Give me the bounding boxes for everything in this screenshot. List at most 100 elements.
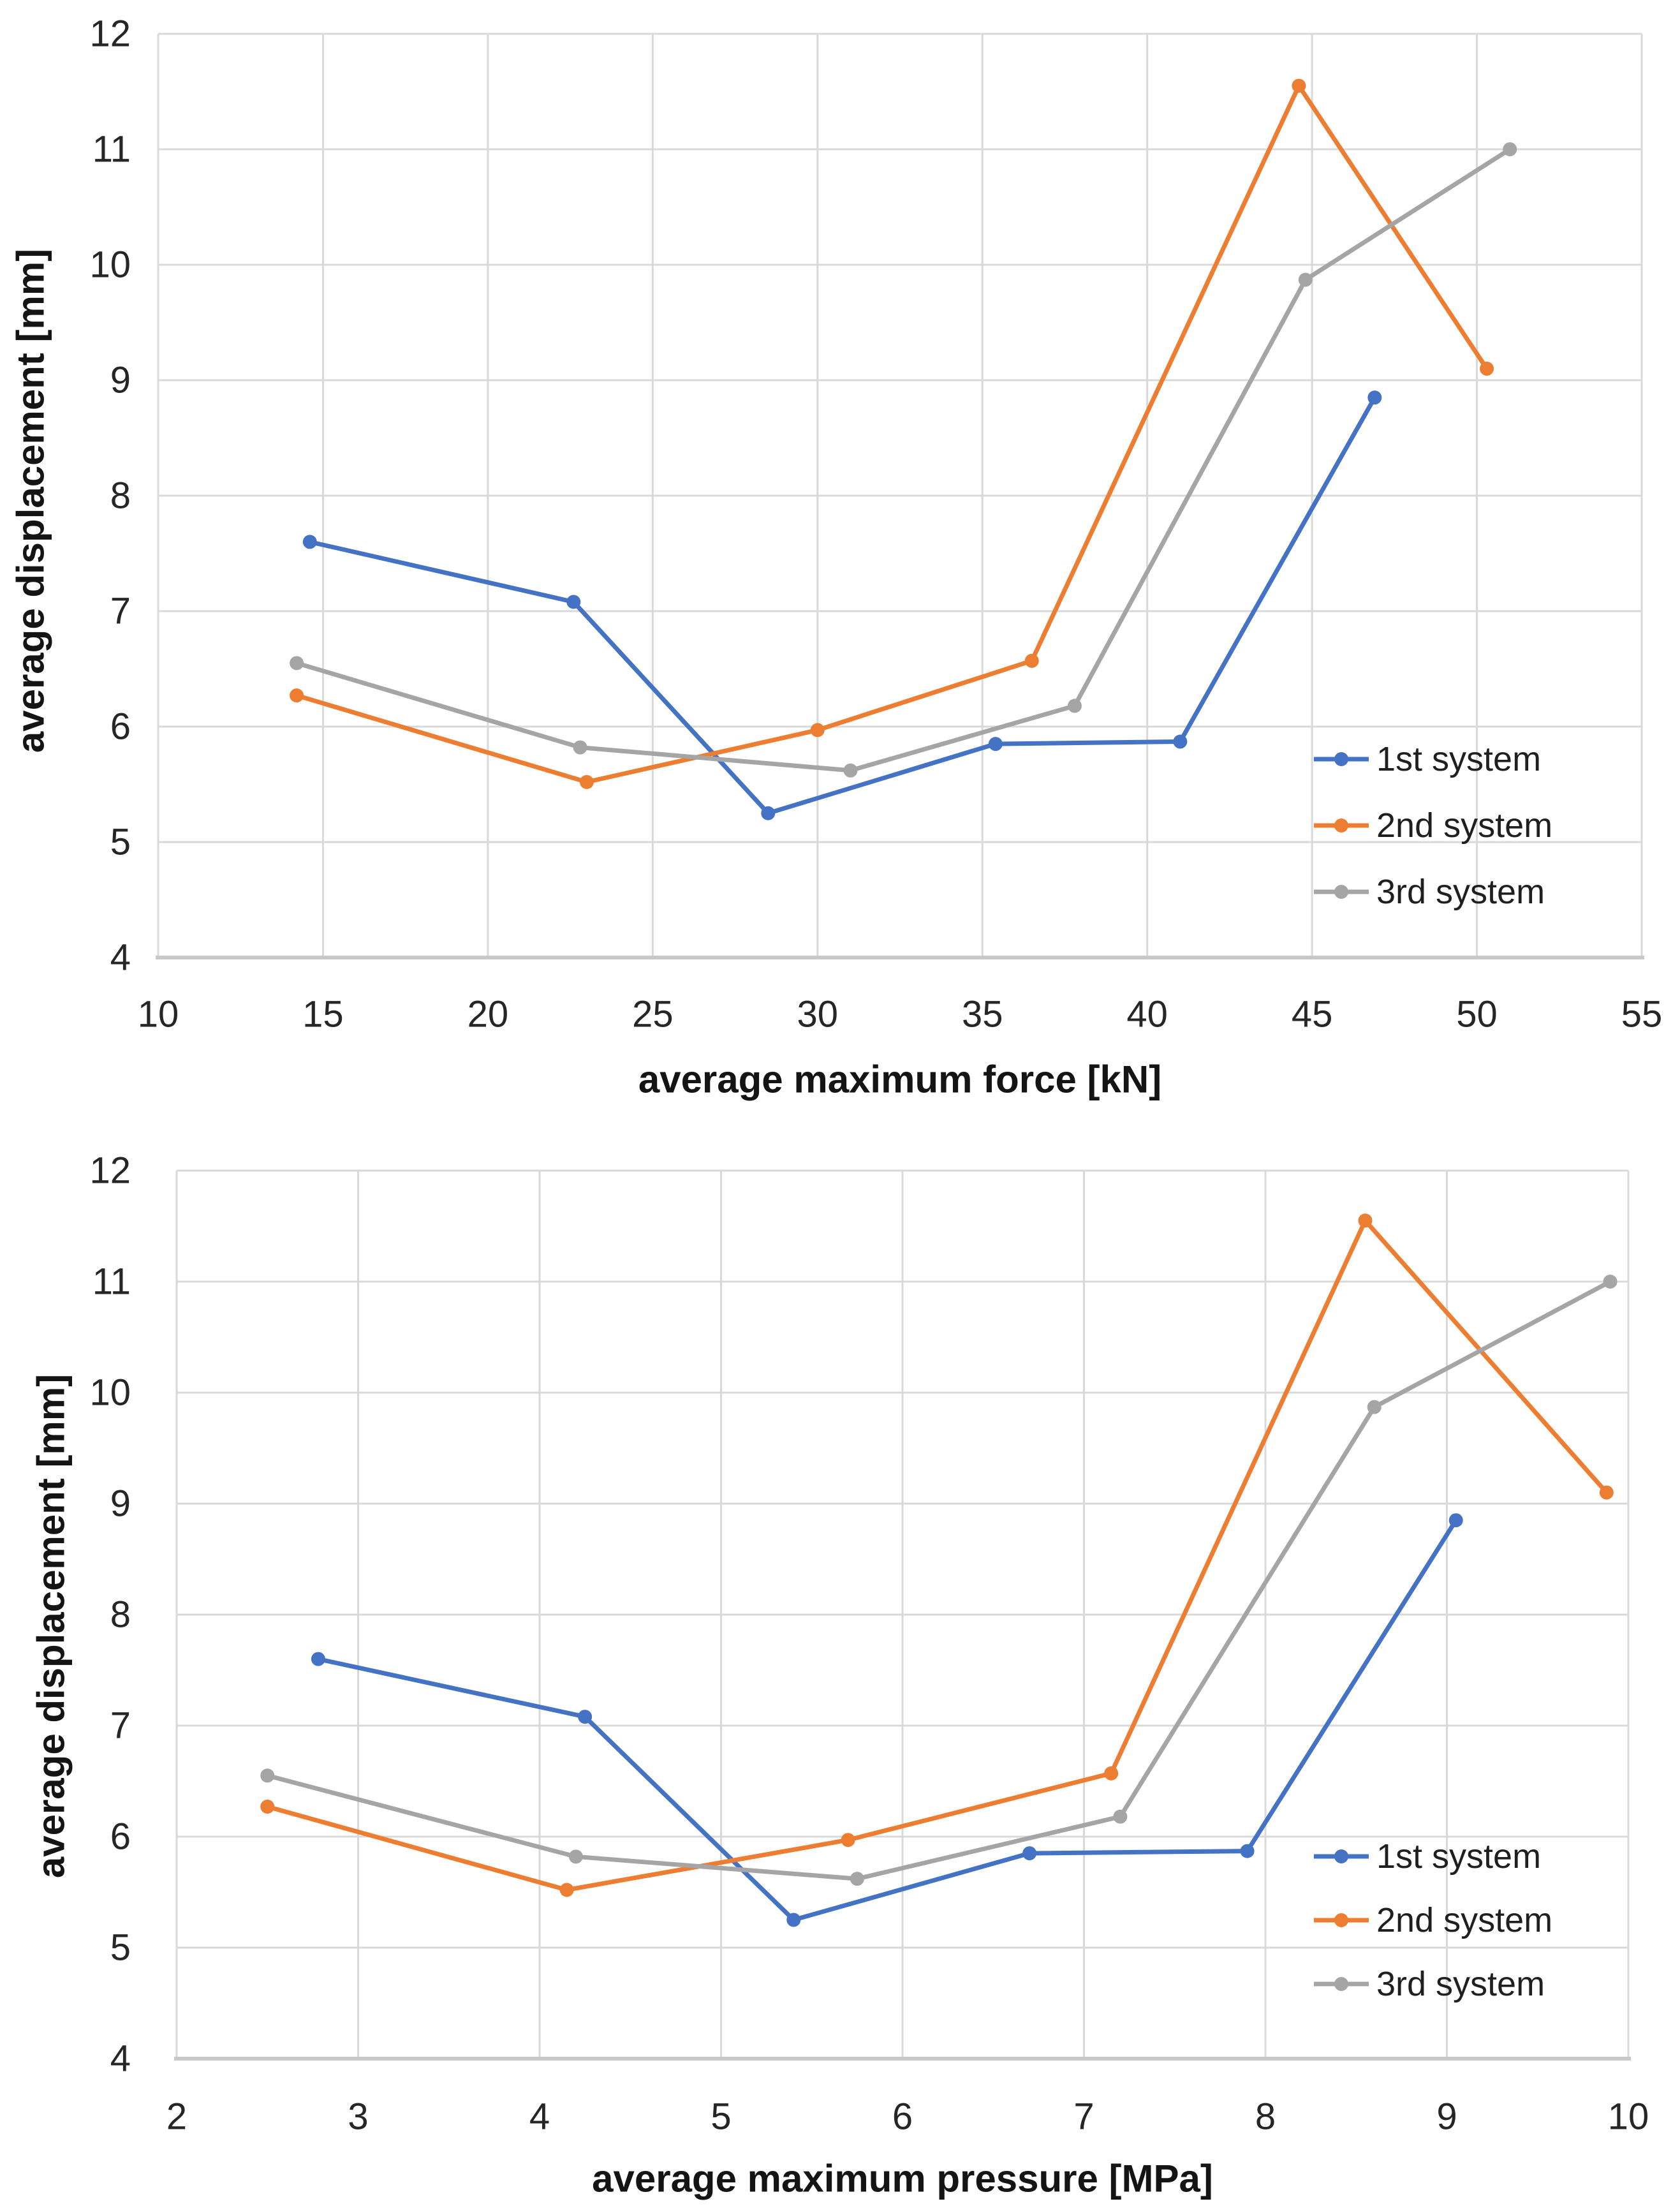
series-1st-system [302, 390, 1382, 820]
y-tick-label: 8 [110, 475, 131, 517]
data-point-marker [1298, 272, 1313, 287]
data-point-marker [810, 723, 825, 737]
series-line [316, 1518, 1459, 1922]
force-displacement-chart: 4 5 6 7 8 9 10 11 12 10 15 20 25 30 35 40 45 50 55 average … [10, 13, 1663, 1101]
y-tick-label: 5 [110, 822, 131, 863]
y-tick-label: 11 [92, 1261, 131, 1303]
x-tick-label: 45 [1292, 994, 1333, 1035]
data-point-marker [1113, 1809, 1128, 1824]
y-tick-labels: 4 5 6 7 8 9 10 11 12 [89, 1150, 131, 2080]
y-tick-label: 7 [110, 591, 131, 632]
legend-item-3rd-system: 3rd system [1314, 1965, 1545, 2003]
data-point-marker [290, 688, 304, 703]
x-tick-label: 25 [632, 994, 674, 1035]
data-point-marker [1480, 361, 1494, 376]
data-point-marker [761, 806, 776, 820]
x-tick-label: 30 [797, 994, 839, 1035]
legend-label: 2nd system [1376, 1901, 1552, 1939]
data-point-marker [579, 774, 594, 789]
data-point-marker [578, 1710, 593, 1724]
data-point-marker [988, 737, 1003, 751]
x-tick-labels: 2 3 4 5 6 7 8 9 10 [166, 2096, 1649, 2138]
y-tick-label: 5 [110, 1927, 131, 1969]
x-tick-label: 9 [1436, 2096, 1457, 2138]
y-tick-label: 7 [110, 1705, 131, 1747]
data-point-marker [1024, 653, 1039, 668]
data-point-marker [1503, 142, 1517, 156]
x-tick-label: 55 [1621, 994, 1663, 1035]
legend-label: 3rd system [1376, 1965, 1545, 2003]
x-tick-label: 35 [962, 994, 1003, 1035]
legend: 1st system 2nd system 3rd system [1314, 1837, 1552, 2003]
legend-label: 1st system [1376, 740, 1541, 778]
data-point-marker [843, 763, 858, 778]
data-point-marker [573, 740, 587, 755]
x-tick-label: 15 [302, 994, 344, 1035]
x-tick-label: 20 [468, 994, 509, 1035]
y-tick-label: 4 [110, 2038, 131, 2080]
data-point-marker [1448, 1513, 1463, 1528]
y-tick-label: 6 [110, 706, 131, 748]
legend-item-2nd-system: 2nd system [1314, 806, 1552, 845]
y-tick-label: 11 [92, 129, 131, 170]
data-point-marker [850, 1872, 864, 1886]
legend-marker-icon [1334, 1849, 1348, 1863]
data-point-marker [1173, 734, 1188, 749]
legend-item-1st-system: 1st system [1314, 740, 1541, 778]
data-point-marker [841, 1833, 855, 1847]
data-point-marker [1022, 1846, 1037, 1861]
legend-marker-icon [1334, 752, 1348, 766]
data-point-marker [290, 656, 304, 670]
x-tick-label: 4 [529, 2096, 550, 2138]
gridlines [175, 1169, 1630, 2059]
y-tick-label: 8 [110, 1594, 131, 1636]
legend-marker-icon [1334, 885, 1348, 899]
series-line [294, 83, 1489, 785]
series-line [307, 395, 1377, 816]
x-axis-title: average maximum force [kN] [638, 1058, 1161, 1101]
x-tick-label: 40 [1126, 994, 1168, 1035]
data-point-marker [311, 1652, 325, 1666]
y-tick-label: 9 [110, 360, 131, 401]
data-point-marker [1292, 78, 1306, 93]
x-tick-label: 6 [892, 2096, 913, 2138]
x-tick-label: 50 [1456, 994, 1498, 1035]
legend-item-1st-system: 1st system [1314, 1837, 1541, 1876]
series-line [265, 1218, 1609, 1893]
y-tick-label: 12 [89, 1150, 131, 1192]
data-point-marker [1367, 390, 1382, 405]
series-2nd-system [260, 1213, 1614, 1897]
data-point-marker [1240, 1844, 1255, 1858]
pressure-displacement-chart: 4 5 6 7 8 9 10 11 12 2 3 4 5 6 7 8 9 10 average maximum pr… [0, 1103, 1680, 2206]
data-point-marker [1358, 1213, 1373, 1228]
legend-label: 3rd system [1376, 873, 1545, 911]
x-tick-label: 10 [138, 994, 179, 1035]
data-point-marker [1067, 699, 1082, 713]
legend-label: 2nd system [1376, 806, 1552, 845]
x-tick-label: 7 [1073, 2096, 1094, 2138]
x-tick-labels: 10 15 20 25 30 35 40 45 50 55 [138, 994, 1663, 1035]
y-tick-label: 6 [110, 1816, 131, 1858]
x-tick-label: 5 [711, 2096, 731, 2138]
legend-item-3rd-system: 3rd system [1314, 873, 1545, 911]
data-point-marker [1599, 1485, 1614, 1500]
x-tick-label: 10 [1608, 2096, 1649, 2138]
y-tick-label: 4 [110, 937, 131, 979]
series-2nd-system [290, 78, 1494, 789]
y-tick-label: 9 [110, 1483, 131, 1525]
series-line [294, 147, 1512, 773]
data-point-marker [260, 1800, 275, 1814]
data-point-marker [302, 535, 317, 549]
series-3rd-system [260, 1275, 1617, 1886]
data-point-marker [260, 1768, 275, 1783]
x-tick-label: 2 [166, 2096, 187, 2138]
legend-marker-icon [1334, 818, 1348, 833]
data-point-marker [559, 1883, 574, 1897]
y-tick-label: 10 [89, 244, 131, 286]
data-point-marker [568, 1849, 583, 1864]
y-tick-label: 10 [89, 1372, 131, 1414]
data-point-marker [566, 595, 581, 609]
series-3rd-system [290, 142, 1517, 778]
